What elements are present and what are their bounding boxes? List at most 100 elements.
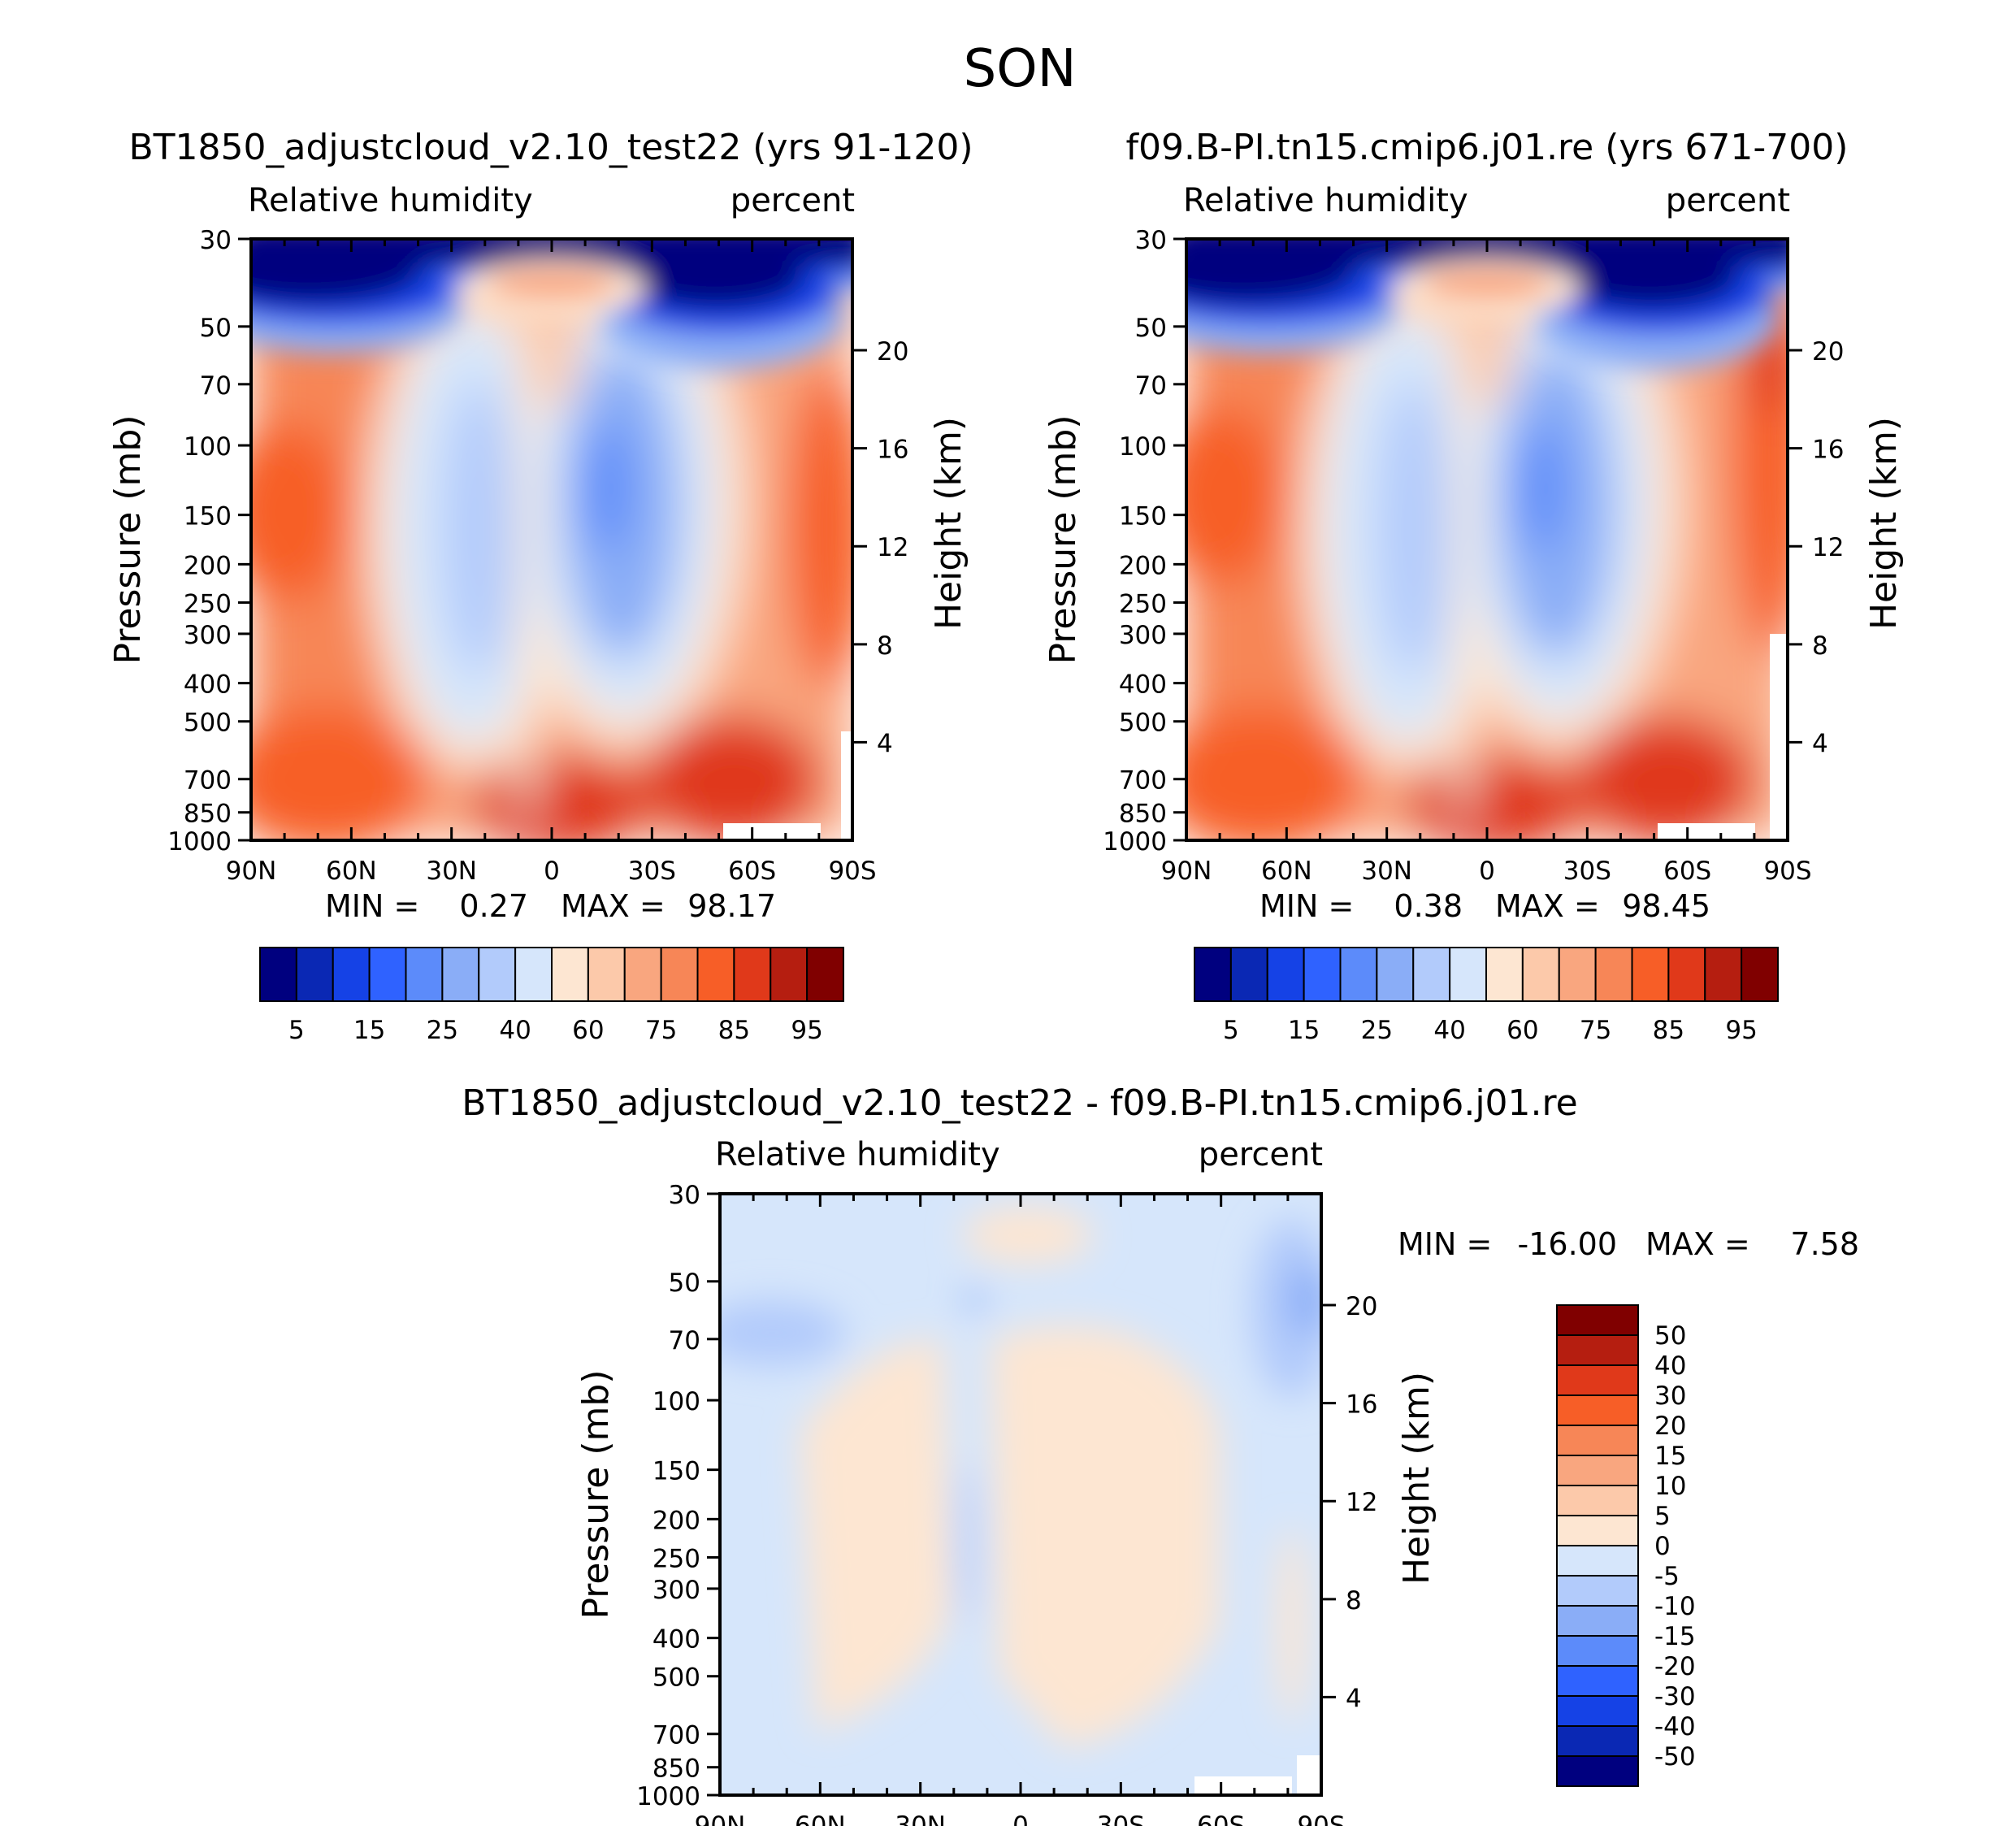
panel-1-height-tick-label: 16 (877, 436, 908, 465)
panel-3-ylabel-right: Height (km) (1396, 1372, 1437, 1585)
panel-2-min-value: 0.38 (1394, 888, 1463, 924)
panel-3-colorbar-level-label: -15 (1654, 1622, 1696, 1651)
panel-3-colorbar-swatch (1556, 1725, 1639, 1757)
panel-1-colorbar-level-label: 40 (499, 1016, 531, 1045)
panel-2-height-tick-label: 12 (1812, 533, 1844, 562)
panel-2-lat-tick-label: 30N (1361, 857, 1412, 886)
panel-2-colorbar-swatch (1412, 947, 1451, 1002)
panel-2-colorbar-swatch (1376, 947, 1415, 1002)
panel-1-colorbar-swatch (514, 947, 553, 1002)
panel-3-colorbar-level-label: 0 (1654, 1532, 1671, 1561)
panel-1-lat-tick-label: 90S (828, 857, 876, 886)
panel-1-units-label: percent (731, 182, 855, 219)
panel-3-colorbar-swatch (1556, 1485, 1639, 1516)
panel-3-contour-field (720, 1194, 1321, 1795)
panel-2-height-tick-label: 8 (1812, 631, 1828, 661)
panel-2-pressure-tick-label: 700 (1119, 766, 1167, 796)
panel-1-field-label: Relative humidity (248, 182, 533, 219)
panel-3-pressure-tick-label: 200 (652, 1506, 700, 1535)
panel-2-max-value: 98.45 (1622, 888, 1710, 924)
panel-1-max-value: 98.17 (687, 888, 776, 924)
panel-2-pressure-tick-label: 500 (1119, 709, 1167, 738)
panel-3-height-tick-label: 12 (1346, 1488, 1377, 1517)
panel-3-lat-tick-label: 30S (1097, 1811, 1145, 1826)
panel-1-pressure-tick-label: 70 (200, 371, 232, 401)
panel-2-contour-field (1186, 239, 1788, 840)
panel-1-colorbar-swatch (295, 947, 334, 1002)
panel-3-colorbar-level-label: 5 (1654, 1502, 1671, 1531)
panel-2-pressure-tick-label: 50 (1135, 314, 1167, 343)
panel-3-lat-tick-label: 90N (695, 1811, 746, 1826)
panel-1-min-label: MIN = (325, 888, 419, 924)
panel-3-colorbar-swatch (1556, 1635, 1639, 1667)
panel-2-colorbar-swatch (1521, 947, 1560, 1002)
panel-1-colorbar-level-label: 85 (718, 1016, 750, 1045)
panel-3-pressure-tick-label: 70 (669, 1326, 700, 1355)
panel-2-colorbar-swatch (1485, 947, 1524, 1002)
panel-1-pressure-tick-label: 50 (200, 314, 232, 343)
panel-2-lat-tick-label: 90N (1161, 857, 1212, 886)
panel-1-title: BT1850_adjustcloud_v2.10_test22 (yrs 91-… (128, 127, 973, 168)
panel-2-pressure-tick-label: 30 (1135, 226, 1167, 255)
panel-2-lat-tick-label: 90S (1763, 857, 1811, 886)
panel-2-pressure-tick-label: 150 (1119, 502, 1167, 531)
panel-2-pressure-tick-label: 1000 (1103, 827, 1167, 857)
panel-1-colorbar-swatch (733, 947, 772, 1002)
panel-1-colorbar-swatch (770, 947, 809, 1002)
panel-1-pressure-tick-label: 250 (184, 589, 232, 618)
panel-2-colorbar-level-label: 85 (1653, 1016, 1684, 1045)
panel-3-pressure-tick-label: 300 (652, 1576, 700, 1605)
panel-3-colorbar-swatch (1556, 1605, 1639, 1637)
panel-3-units-label: percent (1199, 1136, 1323, 1173)
panel-1-colorbar-level-label: 95 (791, 1016, 822, 1045)
panel-2-lat-tick-label: 0 (1479, 857, 1495, 886)
panel-3-min-label: MIN = (1398, 1226, 1492, 1262)
panel-1-colorbar-swatch (259, 947, 297, 1002)
panel-3-min-value: -16.00 (1518, 1226, 1618, 1262)
panel-1-pressure-tick-label: 200 (184, 551, 232, 580)
panel-3-colorbar-level-label: -30 (1654, 1682, 1696, 1711)
panel-3-field-label: Relative humidity (715, 1136, 1000, 1173)
panel-3-colorbar-swatch (1556, 1755, 1639, 1787)
panel-3-colorbar-swatch (1556, 1695, 1639, 1727)
panel-3-colorbar-swatch (1556, 1364, 1639, 1396)
panel-1-colorbar-swatch (551, 947, 589, 1002)
panel-3-lat-tick-label: 30N (895, 1811, 946, 1826)
panel-1-colorbar-swatch (623, 947, 662, 1002)
panel-2-colorbar-level-label: 60 (1507, 1016, 1538, 1045)
panel-3-lat-tick-label: 0 (1012, 1811, 1029, 1826)
panel-2-colorbar-level-label: 95 (1725, 1016, 1757, 1045)
panel-2-max-label: MAX = (1495, 888, 1600, 924)
panel-1-colorbar-level-label: 15 (353, 1016, 385, 1045)
panel-1-lat-tick-label: 60S (728, 857, 776, 886)
panel-3-colorbar-level-label: -40 (1654, 1712, 1696, 1741)
panel-1-pressure-tick-label: 30 (200, 226, 232, 255)
panel-3-pressure-tick-label: 850 (652, 1754, 700, 1784)
panel-2-colorbar-swatch (1667, 947, 1706, 1002)
panel-1-pressure-tick-label: 850 (184, 800, 232, 829)
panel-2-min-label: MIN = (1259, 888, 1354, 924)
panel-3-colorbar-swatch (1556, 1334, 1639, 1366)
panel-2-pressure-tick-label: 400 (1119, 670, 1167, 700)
panel-1-pressure-tick-label: 150 (184, 502, 232, 531)
panel-2-colorbar-level-label: 40 (1433, 1016, 1465, 1045)
panel-1-colorbar-swatch (441, 947, 480, 1002)
panel-1-lat-tick-label: 0 (544, 857, 560, 886)
panel-2-colorbar-swatch (1194, 947, 1232, 1002)
panel-2-height-tick-label: 16 (1812, 436, 1844, 465)
panel-1-colorbar-swatch (478, 947, 517, 1002)
panel-2-colorbar-swatch (1266, 947, 1305, 1002)
panel-2-pressure-tick-label: 250 (1119, 589, 1167, 618)
panel-3-pressure-tick-label: 500 (652, 1663, 700, 1693)
panel-1-pressure-tick-label: 400 (184, 670, 232, 700)
panel-1-colorbar-swatch (332, 947, 371, 1002)
panel-3-height-tick-label: 8 (1346, 1586, 1362, 1616)
panel-3-ylabel-left: Pressure (mb) (575, 1370, 617, 1620)
panel-1-max-label: MAX = (561, 888, 665, 924)
panel-3-lat-tick-label: 90S (1297, 1811, 1345, 1826)
panel-3-colorbar-level-label: -50 (1654, 1742, 1696, 1772)
panel-2-colorbar-swatch (1339, 947, 1378, 1002)
panel-2: f09.B-PI.tn15.cmip6.j01.re (yrs 671-700)… (1043, 127, 1905, 1045)
